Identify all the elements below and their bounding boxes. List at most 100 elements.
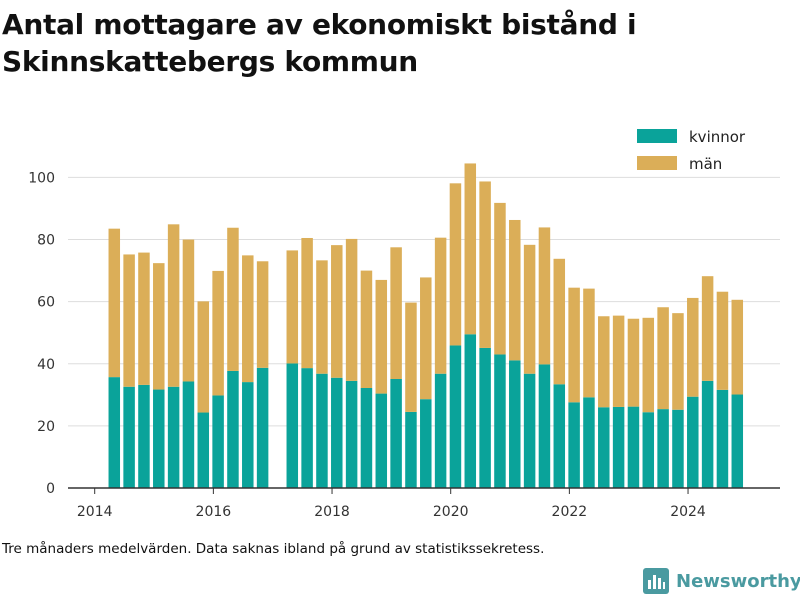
bar-kvinnor — [227, 370, 239, 488]
bar-man — [716, 291, 729, 390]
bar-man — [375, 279, 388, 394]
bar-kvinnor — [687, 396, 699, 488]
bar-man — [182, 239, 195, 382]
bar-man — [598, 316, 610, 408]
bar-man — [286, 250, 299, 364]
bar-man — [687, 297, 699, 397]
bar-kvinnor — [212, 395, 224, 488]
y-tick-label: 80 — [37, 233, 55, 249]
bar-man — [345, 238, 358, 381]
bar-man — [538, 227, 551, 365]
bar-man — [464, 163, 477, 335]
bar-man — [701, 276, 714, 381]
bar-kvinnor — [657, 409, 669, 488]
y-tick-label: 60 — [37, 295, 55, 311]
bar-man — [301, 237, 313, 369]
bar-kvinnor — [301, 368, 313, 488]
bar-man — [138, 252, 150, 385]
legend-label-kvinnor: kvinnor — [689, 128, 746, 146]
x-tick-label: 2016 — [196, 504, 232, 520]
bar-man — [672, 313, 684, 410]
bar-kvinnor — [197, 412, 210, 488]
brand-logo[interactable]: Newsworthy — [643, 568, 800, 594]
bar-man — [434, 237, 447, 374]
bar-kvinnor — [167, 386, 180, 488]
chart-title: Antal mottagare av ekonomiskt bistånd i … — [2, 8, 637, 78]
bar-kvinnor — [642, 412, 655, 488]
bar-kvinnor — [331, 377, 343, 488]
bar-kvinnor — [494, 354, 506, 488]
y-tick-label: 40 — [37, 357, 55, 373]
y-tick-label: 20 — [37, 419, 55, 435]
axes: 0 20 40 60 80 100 2014 2016 2018 2020 2022 2024 — [28, 170, 780, 520]
legend: kvinnor män — [628, 123, 768, 175]
bar-kvinnor — [449, 345, 462, 488]
bar-kvinnor — [716, 389, 729, 488]
bar-man — [227, 227, 239, 371]
bar-man — [212, 270, 224, 396]
bar-man — [731, 299, 744, 395]
bar-kvinnor — [701, 380, 714, 488]
legend-label-man: män — [689, 155, 722, 173]
bar-man — [523, 244, 536, 374]
x-tick-label: 2024 — [670, 504, 706, 520]
footnote: Tre månaders medelvärden. Data saknas ib… — [2, 541, 545, 557]
bar-man — [657, 307, 669, 410]
bar-kvinnor — [731, 394, 744, 488]
bar-kvinnor — [523, 373, 536, 488]
x-tick-label: 2022 — [552, 504, 588, 520]
bar-kvinnor — [553, 384, 566, 488]
x-tick-label: 2018 — [314, 504, 350, 520]
bar-kvinnor — [464, 334, 477, 488]
bar-kvinnor — [286, 363, 299, 488]
bar-man — [449, 183, 462, 346]
bar-kvinnor — [509, 360, 521, 488]
bar-man — [123, 254, 135, 387]
x-tick-label: 2014 — [77, 504, 113, 520]
bar-kvinnor — [583, 397, 595, 488]
bar-kvinnor — [434, 373, 447, 488]
bar-kvinnor — [138, 384, 150, 488]
bar-kvinnor — [405, 411, 417, 488]
bar-man — [627, 318, 640, 407]
bar-man — [153, 263, 165, 390]
bar-kvinnor — [123, 386, 135, 488]
bar-man — [642, 317, 655, 413]
bar-kvinnor — [420, 399, 432, 488]
bar-man — [197, 301, 210, 413]
bar-man — [583, 288, 595, 398]
y-tick-label: 0 — [46, 481, 55, 497]
bar-kvinnor — [612, 406, 625, 488]
bar-kvinnor — [256, 367, 269, 488]
bar-man — [242, 255, 254, 383]
bar-man — [612, 315, 625, 407]
bar-kvinnor — [316, 373, 328, 488]
bar-kvinnor — [375, 393, 388, 488]
bar-kvinnor — [108, 377, 121, 488]
bar-kvinnor — [479, 347, 491, 488]
bar-kvinnor — [627, 406, 640, 488]
bar-man — [108, 228, 121, 378]
bar-man — [553, 258, 566, 385]
bar-man — [360, 270, 373, 388]
bar-man — [331, 245, 343, 378]
bar-man — [568, 287, 580, 403]
bar-kvinnor — [568, 402, 580, 488]
bar-man — [256, 261, 269, 368]
bar-kvinnor — [360, 387, 373, 488]
bar-kvinnor — [538, 364, 551, 488]
bar-man — [316, 260, 328, 374]
legend-swatch-man — [637, 156, 677, 170]
legend-swatch-kvinnor — [637, 129, 677, 143]
bars — [108, 163, 744, 488]
bar-kvinnor — [153, 389, 165, 488]
bar-man — [405, 302, 417, 412]
bar-man — [479, 181, 491, 348]
bar-man — [167, 224, 180, 387]
bar-man — [390, 247, 402, 379]
y-tick-label: 100 — [28, 170, 55, 186]
bar-kvinnor — [242, 382, 254, 488]
bar-man — [494, 202, 506, 355]
bar-kvinnor — [182, 381, 195, 488]
